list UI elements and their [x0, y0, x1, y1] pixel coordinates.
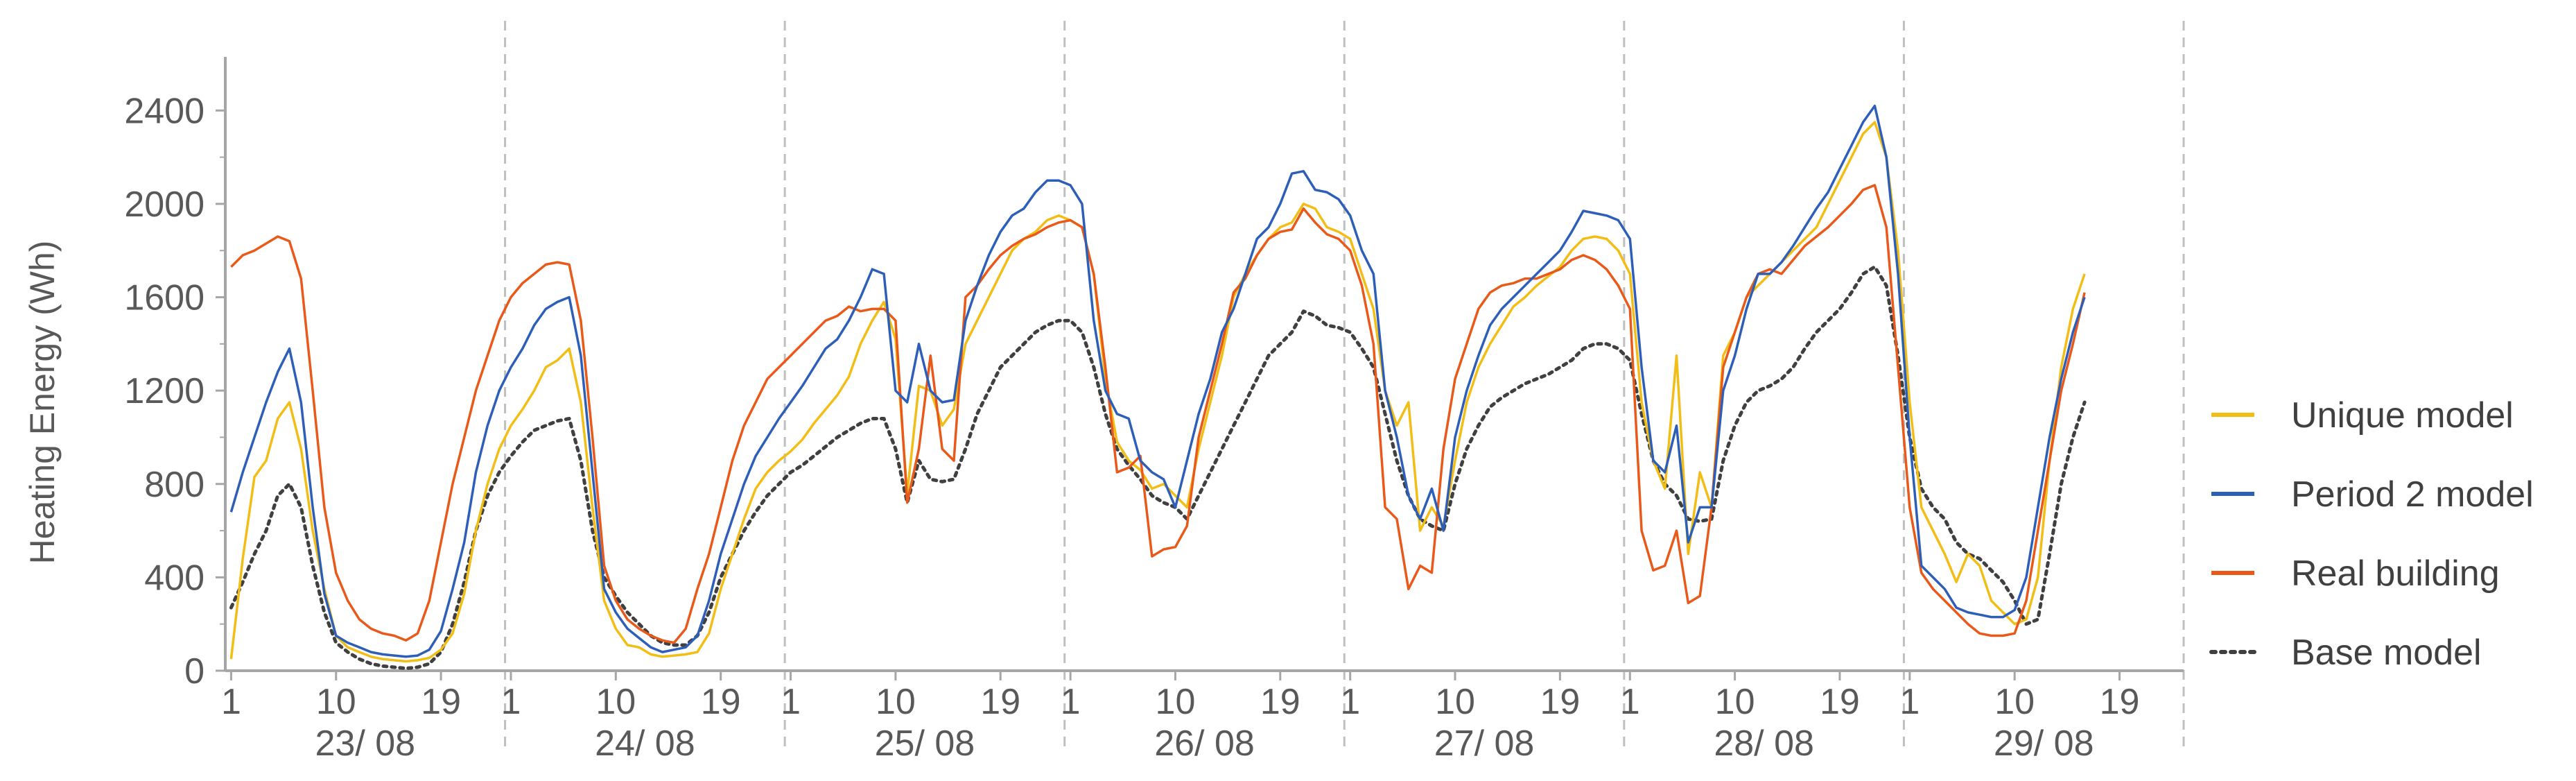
x-tick-label: 1: [781, 682, 801, 722]
x-tick-label: 19: [1820, 682, 1860, 722]
x-tick-label: 1: [1061, 682, 1081, 722]
x-tick-label: 1: [1620, 682, 1640, 722]
legend-label: Period 2 model: [2291, 474, 2534, 515]
y-tick-label: 1600: [124, 278, 204, 318]
x-tick-label: 10: [595, 682, 636, 722]
legend: Unique model Period 2 model Real building B…: [2209, 395, 2534, 673]
series-line-unique-model: [229, 121, 2086, 663]
day-label: 24/ 08: [595, 723, 695, 764]
x-tick-label: 19: [421, 682, 461, 722]
x-tick-label: 19: [1540, 682, 1580, 722]
y-tick-label: 0: [184, 651, 204, 692]
y-tick-label: 400: [144, 558, 204, 598]
x-tick-label: 1: [1899, 682, 1920, 722]
y-axis-ticks: 0 400 800 1200 1600 2000 2400: [124, 91, 225, 692]
y-tick-label: 1200: [124, 371, 204, 411]
legend-label: Real building: [2291, 553, 2500, 594]
y-axis-title: Heating Energy (Wh): [23, 241, 62, 565]
x-tick-label: 1: [501, 682, 521, 722]
day-divider-lines: [504, 21, 2185, 750]
x-tick-label: 1: [221, 682, 241, 722]
x-tick-label: 10: [876, 682, 916, 722]
legend-label: Unique model: [2291, 395, 2514, 436]
x-tick-label: 10: [1435, 682, 1475, 722]
series-line-real-building: [230, 184, 2086, 644]
x-tick-label: 10: [1156, 682, 1196, 722]
x-tick-label: 19: [2100, 682, 2140, 722]
day-label: 27/ 08: [1434, 723, 1535, 764]
y-tick-label: 2400: [124, 91, 204, 131]
y-tick-label: 800: [144, 465, 204, 505]
day-label: 26/ 08: [1154, 723, 1255, 764]
series-line-base-model: [229, 265, 2087, 671]
x-tick-label: 10: [1994, 682, 2035, 722]
x-tick-label: 10: [316, 682, 356, 722]
series-line-period-2-model: [229, 104, 2086, 658]
day-label: 29/ 08: [1994, 723, 2094, 764]
x-tick-label: 19: [980, 682, 1020, 722]
y-tick-label: 2000: [124, 184, 204, 225]
x-tick-label: 1: [1340, 682, 1360, 722]
x-tick-label: 19: [701, 682, 741, 722]
x-tick-label: 10: [1715, 682, 1755, 722]
day-label: 23/ 08: [315, 723, 415, 764]
day-label: 25/ 08: [875, 723, 975, 764]
day-label: 28/ 08: [1714, 723, 1814, 764]
x-tick-label: 19: [1260, 682, 1300, 722]
series-lines: [229, 104, 2087, 671]
axes: [224, 57, 2184, 672]
legend-label: Base model: [2291, 633, 2482, 673]
